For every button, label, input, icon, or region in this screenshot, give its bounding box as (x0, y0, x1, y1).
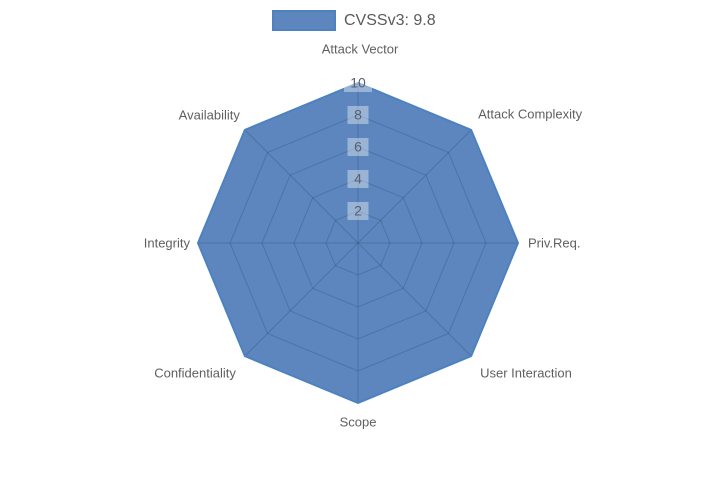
radial-tick-box-2 (347, 202, 369, 220)
axis-label-user-interaction: User Interaction (480, 366, 572, 381)
axis-label-integrity: Integrity (144, 235, 191, 250)
series-polygon[interactable] (198, 83, 518, 403)
legend-label: CVSSv3: 9.8 (344, 12, 436, 29)
axis-label-scope: Scope (340, 414, 377, 429)
radial-tick-box-10 (344, 74, 372, 92)
radial-tick-label-4: 4 (354, 171, 362, 187)
legend-swatch-icon (272, 10, 336, 31)
radial-tick-label-8: 8 (354, 107, 362, 123)
radial-tick-box-4 (347, 170, 369, 188)
grid-spoke-user-interaction (357, 242, 472, 357)
radial-tick-box-6 (347, 138, 369, 156)
radial-tick-label-2: 2 (354, 203, 362, 219)
grid-ring-4 (293, 178, 423, 308)
grid-ring-8 (229, 114, 487, 372)
axis-label-confidentiality: Confidentiality (154, 366, 236, 381)
grid-spoke-confidentiality (244, 242, 359, 357)
grid-spoke-attack-complexity (357, 129, 472, 244)
grid-spoke-availability (244, 129, 359, 244)
axis-label-attack-vector: Attack Vector (322, 41, 399, 56)
axis-label-availability: Availability (179, 107, 241, 122)
legend-item-cvssv3[interactable]: CVSSv3: 9.8 (272, 10, 436, 31)
radial-tick-label-6: 6 (354, 139, 362, 155)
legend: CVSSv3: 9.8 (272, 10, 436, 31)
grid-ring-2 (325, 210, 391, 276)
radial-tick-label-10: 10 (350, 75, 366, 91)
grid-ring-6 (261, 146, 455, 340)
axis-label-attack-complexity: Attack Complexity (478, 106, 583, 121)
series-outline (197, 82, 519, 404)
radial-tick-box-8 (347, 106, 369, 124)
axis-label-priv-req: Priv.Req. (528, 235, 581, 250)
